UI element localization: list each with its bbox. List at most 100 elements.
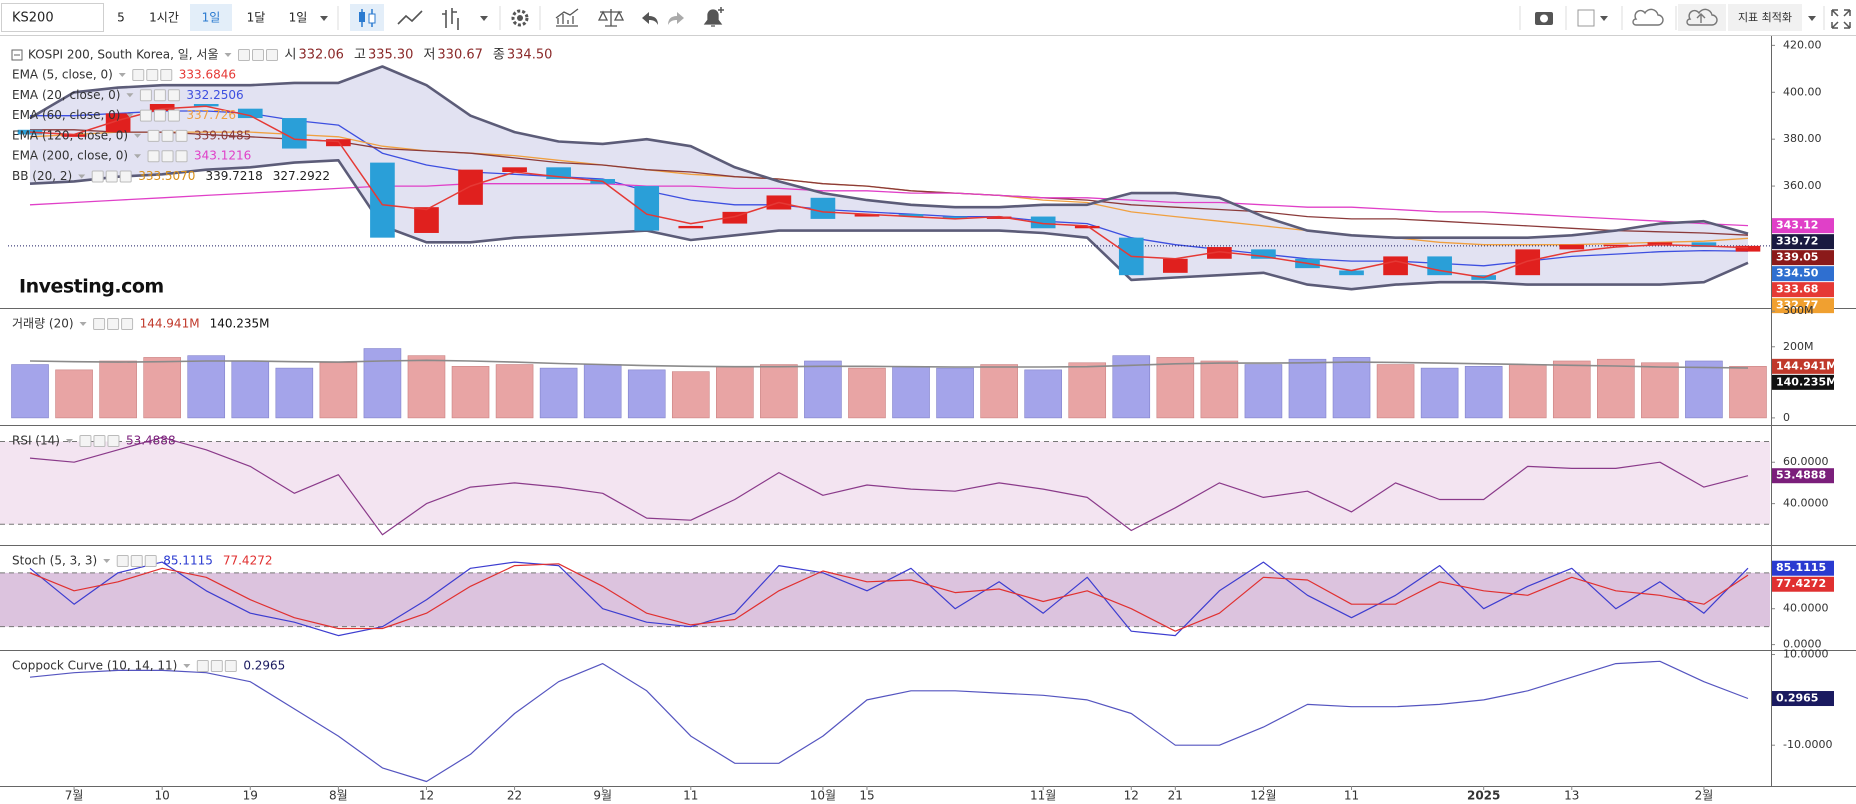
cloud-icon[interactable] — [1632, 8, 1664, 26]
interval-label[interactable]: 1시간 — [149, 11, 179, 25]
legend-dropdown[interactable] — [103, 559, 111, 563]
interval-button[interactable] — [280, 4, 316, 31]
legend-dropdown[interactable] — [78, 174, 86, 179]
legend-dropdown[interactable] — [126, 113, 134, 118]
interval-button[interactable] — [142, 4, 186, 31]
legend-icon[interactable] — [160, 69, 173, 81]
dropdown-arrow[interactable] — [320, 16, 328, 21]
redo-icon[interactable] — [668, 12, 684, 25]
legend-icon[interactable] — [144, 555, 157, 567]
interval-button[interactable] — [108, 4, 134, 31]
volume-bar — [495, 364, 534, 419]
color-box[interactable] — [1577, 9, 1595, 27]
bar-icon[interactable] — [442, 8, 459, 30]
legend-value: 53.4888 — [126, 434, 176, 448]
legend-icon[interactable] — [79, 435, 92, 447]
legend-icon[interactable] — [147, 129, 160, 142]
candle-icon-body[interactable] — [368, 13, 376, 24]
x-tick-label: 15 — [859, 789, 874, 803]
legend-icon[interactable] — [175, 150, 188, 163]
interval-label[interactable]: 5 — [117, 11, 125, 25]
legend-dropdown[interactable] — [126, 93, 134, 98]
line-icon[interactable] — [397, 10, 423, 25]
y-tick-label: 400.00 — [1783, 85, 1822, 98]
legend-value: 339.0485 — [194, 128, 251, 142]
plot-area — [8, 65, 1770, 291]
legend-icon[interactable] — [161, 150, 174, 163]
legend-dropdown[interactable] — [65, 439, 73, 443]
camera-lens[interactable] — [1540, 14, 1548, 23]
legend-icon[interactable] — [130, 555, 143, 567]
legend-icon[interactable] — [175, 129, 188, 142]
legend-icon[interactable] — [139, 109, 152, 122]
legend-icon[interactable] — [196, 660, 209, 672]
bollinger-lower — [29, 159, 1749, 291]
interval-label[interactable]: 1일 — [289, 11, 308, 25]
legend-icon[interactable] — [147, 150, 160, 163]
legend-dropdown[interactable] — [183, 664, 191, 668]
symbol-input[interactable] — [1, 3, 104, 32]
interval-label[interactable]: 1달 — [247, 11, 266, 25]
candle-body — [502, 167, 527, 172]
upload-bg[interactable] — [1678, 4, 1726, 31]
candle-icon-body[interactable] — [359, 12, 365, 22]
y-tick-label: 60.0000 — [1783, 455, 1829, 468]
legend-icon[interactable] — [139, 89, 152, 102]
volume-bar — [1552, 360, 1591, 419]
legend-icon[interactable] — [121, 318, 134, 330]
price-tag-label: 339.72 — [1776, 235, 1818, 248]
fullscreen-icon[interactable] — [1831, 9, 1851, 29]
legend-dropdown[interactable] — [134, 154, 142, 159]
legend-icon[interactable] — [107, 435, 120, 447]
legend-icon[interactable] — [105, 170, 118, 183]
legend-icon[interactable] — [119, 170, 132, 183]
compare-icon[interactable] — [597, 9, 625, 27]
volume-bar — [1200, 360, 1239, 419]
alert-plus[interactable] — [718, 7, 724, 13]
undo-icon[interactable] — [642, 12, 658, 25]
legend-dropdown[interactable] — [224, 53, 232, 57]
legend-icon[interactable] — [224, 660, 237, 672]
indicator-icon[interactable] — [555, 8, 579, 27]
legend-icon[interactable] — [93, 318, 106, 330]
legend-dropdown[interactable] — [118, 73, 126, 77]
upload-icon[interactable] — [1686, 8, 1718, 26]
legend-icon[interactable] — [252, 49, 264, 61]
dropdown-arrow[interactable] — [480, 16, 488, 21]
optimize-button[interactable] — [1728, 4, 1802, 31]
legend-dropdown[interactable] — [134, 133, 142, 138]
optimize-label[interactable]: 지표 최적화 — [1738, 11, 1792, 24]
candle-body — [810, 197, 836, 219]
alert-icon[interactable] — [703, 9, 723, 27]
legend-icon[interactable] — [153, 109, 166, 122]
dropdown-arrow[interactable] — [1600, 16, 1608, 21]
chart-type-active[interactable] — [350, 4, 384, 31]
legend-icon[interactable] — [132, 69, 145, 81]
ohlc-label: 시 — [285, 48, 297, 63]
dropdown-arrow[interactable] — [1808, 16, 1816, 21]
legend-dropdown[interactable] — [79, 322, 87, 326]
symbol[interactable]: KS200 — [12, 11, 54, 26]
interval-label[interactable]: 1일 — [202, 11, 221, 25]
legend-icon[interactable] — [167, 89, 180, 102]
candle-body — [1427, 256, 1452, 276]
panel: 10.0000 -10.0000 Coppock Curve (10, 14, 11… — [0, 648, 1856, 787]
legend-icon[interactable] — [116, 555, 129, 567]
legend-icon[interactable] — [161, 129, 174, 142]
volume-bar — [1464, 366, 1503, 419]
volume-bar — [231, 360, 270, 419]
legend-icon[interactable] — [210, 660, 223, 672]
legend-icon[interactable] — [107, 318, 120, 330]
price-tag — [1772, 218, 1834, 234]
legend-icon[interactable] — [91, 170, 104, 183]
legend-icon[interactable] — [266, 49, 278, 61]
gear-icon[interactable] — [511, 9, 529, 27]
legend-icon[interactable] — [146, 69, 159, 81]
legend-icon[interactable] — [93, 435, 106, 447]
interval-button[interactable] — [190, 4, 232, 31]
gear-icon-hub[interactable] — [517, 15, 523, 21]
legend-icon[interactable] — [238, 49, 250, 61]
interval-button[interactable] — [236, 4, 276, 31]
legend-icon[interactable] — [153, 89, 166, 102]
legend-icon[interactable] — [167, 109, 180, 122]
